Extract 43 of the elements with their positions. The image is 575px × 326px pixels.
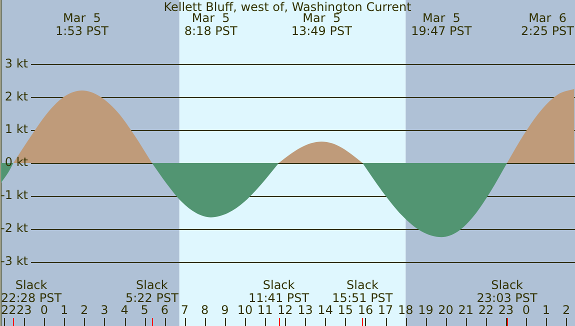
y-tick-label: 1 kt bbox=[4, 122, 28, 136]
x-tick-label: 21 bbox=[458, 303, 474, 318]
ref-line-label: Slack 22:28 PST bbox=[0, 278, 62, 306]
x-tick-label: 10 bbox=[237, 303, 253, 318]
x-tick-label: 3 bbox=[100, 303, 108, 318]
x2-tick-label: Mar 5 19:47 PST bbox=[411, 11, 472, 38]
x-tick-label: 0 bbox=[40, 303, 48, 318]
x-tick-label: 4 bbox=[120, 303, 128, 318]
x-tick-label: 5 bbox=[140, 303, 148, 318]
ref-line-label: Slack 5:22 PST bbox=[125, 278, 180, 306]
x-tick-label: 16 bbox=[358, 303, 374, 318]
x-tick-label: 18 bbox=[398, 303, 414, 318]
x-tick-label: 13 bbox=[298, 303, 313, 318]
y-tick-label: 3 kt bbox=[4, 56, 28, 70]
y-tick-label: -2 kt bbox=[0, 220, 28, 235]
x-tick-label: 1 bbox=[60, 303, 68, 318]
ref-line-label: Slack 11:41 PST bbox=[248, 278, 310, 306]
x-tick-label: 14 bbox=[318, 303, 333, 318]
y-tick-label: -3 kt bbox=[0, 254, 28, 268]
x-tick-label: 9 bbox=[221, 303, 229, 318]
x-tick-label: 17 bbox=[378, 303, 394, 318]
y-tick-label: 2 kt bbox=[4, 89, 28, 104]
x-tick-label: 22 bbox=[478, 303, 494, 318]
x-tick-label: 22 bbox=[0, 303, 16, 318]
x2-tick-label: Mar 5 1:53 PST bbox=[56, 11, 110, 38]
x-tick-label: 23 bbox=[498, 303, 514, 318]
x-tick-label: 20 bbox=[438, 303, 454, 318]
x-tick-label: 23 bbox=[16, 303, 32, 318]
x-tick-label: 7 bbox=[180, 303, 189, 318]
x-tick-label: 8 bbox=[201, 303, 209, 318]
ref-line-label: Slack 23:03 PST bbox=[476, 278, 538, 306]
x2-tick-label: Mar 6 2:25 PST bbox=[521, 11, 575, 38]
x-tick-label: 6 bbox=[160, 303, 168, 318]
x-tick-label: 19 bbox=[418, 303, 434, 318]
ref-line-label: Slack 15:51 PST bbox=[332, 278, 394, 306]
x-tick-label: 1 bbox=[542, 303, 550, 318]
y-tick-label: -1 kt bbox=[0, 188, 28, 202]
x-tick-label: 2 bbox=[80, 303, 88, 318]
x-tick-label: 15 bbox=[338, 303, 354, 318]
x-tick-label: 2 bbox=[562, 303, 570, 318]
x-tick-label: 0 bbox=[522, 303, 530, 318]
x-tick-label: 11 bbox=[257, 303, 273, 318]
x-tick-label: 12 bbox=[278, 303, 293, 318]
